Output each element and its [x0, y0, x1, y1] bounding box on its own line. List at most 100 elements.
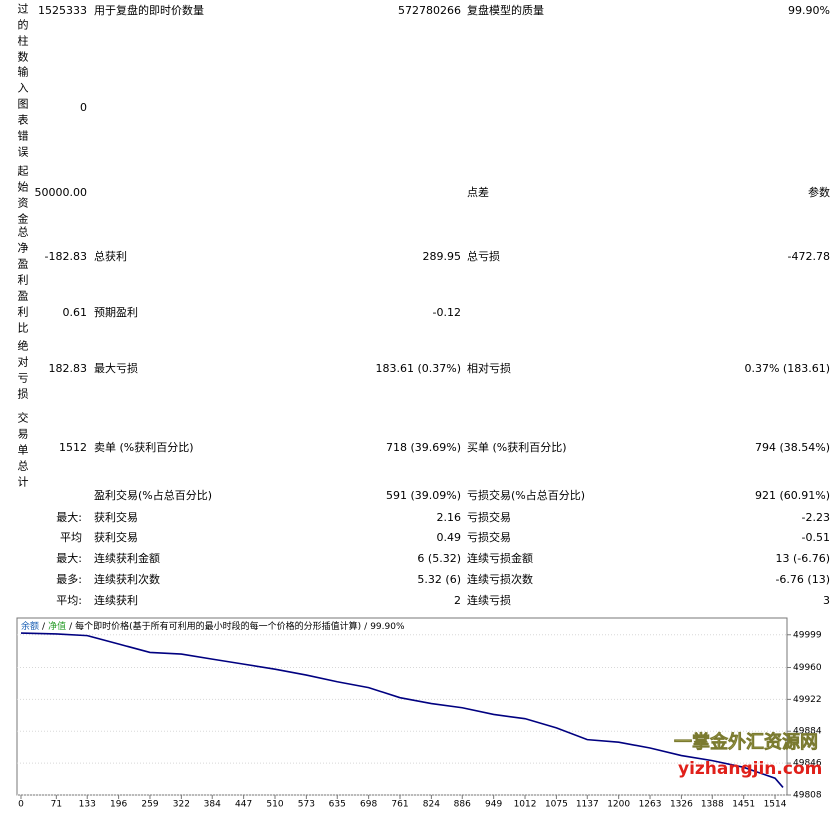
x-tick-label: 886: [454, 800, 471, 810]
row-prefix: 最大:: [56, 511, 82, 524]
value: 3: [823, 594, 830, 607]
value: 0.37% (183.61): [744, 362, 830, 375]
legend-separator: /: [42, 622, 46, 632]
x-tick-label: 573: [298, 800, 315, 810]
label: 相对亏损: [467, 362, 511, 375]
value: -0.51: [801, 531, 830, 544]
label: 连续获利次数: [94, 573, 160, 586]
legend: 余额 / 净值 / 每个即时价格(基于所有可利用的最小时段的每一个价格的分形插值计算) /…: [21, 620, 405, 632]
value: 5.32 (6): [417, 573, 461, 586]
label: 连续获利金额: [94, 552, 160, 565]
watermark-title: 一掌金外汇资源网: [674, 731, 818, 753]
x-tick-label: 635: [329, 800, 346, 810]
legend-separator: /: [69, 622, 73, 632]
x-tick-label: 0: [18, 800, 24, 810]
x-tick-label: 384: [204, 800, 221, 810]
row-prefix: 平均: [60, 531, 82, 544]
label: 总获利: [94, 250, 127, 263]
value: 0: [80, 101, 87, 114]
value: 794 (38.54%): [754, 441, 830, 454]
row-heading: 绝对亏损: [16, 340, 29, 404]
value: 0.49: [436, 531, 462, 544]
row-prefix: 最大:: [56, 552, 82, 565]
x-tick-label: 1075: [545, 800, 568, 810]
x-tick-label: 1200: [607, 800, 630, 810]
value: -182.83: [44, 250, 87, 263]
row-prefix: 最多:: [56, 573, 82, 586]
x-tick-label: 133: [79, 800, 96, 810]
value: 99.90%: [788, 4, 830, 17]
value: 13 (-6.76): [775, 552, 830, 565]
x-tick-label: 1326: [670, 800, 693, 810]
row-prefix: 平均:: [56, 594, 82, 607]
label: 最大亏损: [94, 362, 138, 375]
y-tick-label: 49884: [793, 727, 822, 737]
x-tick-label: 1451: [732, 800, 755, 810]
x-tick-label: 1514: [764, 800, 787, 810]
x-tick-label: 824: [423, 800, 440, 810]
value: 6 (5.32): [417, 552, 461, 565]
label: 预期盈利: [94, 306, 138, 319]
value: 289.95: [422, 250, 462, 263]
value: -472.78: [787, 250, 830, 263]
x-tick-label: 1263: [639, 800, 662, 810]
watermark-url: yizhangjin.com: [678, 759, 822, 779]
label: 连续亏损次数: [467, 573, 533, 586]
value: -2.23: [801, 511, 830, 524]
legend-separator: /: [364, 622, 368, 632]
label: 卖单 (%获利百分比): [94, 441, 194, 454]
x-tick-label: 1388: [701, 800, 724, 810]
label: 亏损交易(%占总百分比): [467, 489, 586, 502]
x-tick-label: 196: [110, 800, 127, 810]
legend-entry: 99.90%: [370, 622, 405, 632]
label: 复盘模型的质量: [467, 4, 544, 17]
x-tick-label: 949: [485, 800, 502, 810]
y-tick-label: 49999: [793, 630, 822, 640]
value: 0.61: [62, 306, 88, 319]
label: 连续获利: [94, 594, 138, 607]
y-tick-label: 49808: [793, 791, 822, 801]
label: 买单 (%获利百分比): [467, 441, 567, 454]
value: 182.83: [48, 362, 88, 375]
value: 参数: [808, 186, 830, 199]
label: 总亏损: [467, 250, 500, 263]
x-tick-label: 510: [266, 800, 283, 810]
value: 1525333: [38, 4, 87, 17]
row-heading: 盈利比: [16, 290, 29, 338]
value: -0.12: [432, 306, 461, 319]
x-tick-label: 1012: [514, 800, 537, 810]
x-tick-label: 447: [235, 800, 252, 810]
label: 亏损交易: [467, 511, 511, 524]
row-heading: 输入图表错误: [16, 66, 29, 162]
value: 183.61 (0.37%): [375, 362, 461, 375]
legend-entry: 净值: [48, 620, 66, 632]
label: 用于复盘的即时价数量: [94, 4, 204, 17]
label: 盈利交易(%占总百分比): [94, 489, 213, 502]
label: 亏损交易: [467, 531, 511, 544]
y-tick-label: 49922: [793, 695, 822, 705]
value: 50000.00: [34, 186, 88, 199]
x-tick-label: 259: [141, 800, 158, 810]
legend-entry: 每个即时价格(基于所有可利用的最小时段的每一个价格的分形插值计算): [75, 620, 361, 632]
row-heading: 交易单总计: [16, 412, 29, 492]
value: -6.76 (13): [775, 573, 830, 586]
label: 连续亏损金额: [467, 552, 533, 565]
label: 点差: [467, 186, 489, 199]
label: 获利交易: [94, 531, 138, 544]
x-tick-label: 761: [391, 800, 408, 810]
row-heading: 起始资金: [16, 165, 29, 229]
value: 921 (60.91%): [754, 489, 830, 502]
value: 2.16: [436, 511, 462, 524]
x-tick-label: 71: [51, 800, 62, 810]
value: 1512: [59, 441, 87, 454]
value: 718 (39.69%): [385, 441, 461, 454]
x-tick-label: 698: [360, 800, 377, 810]
row-heading: 过的柱数: [16, 3, 29, 67]
plot-area: [16, 617, 788, 796]
x-tick-label: 322: [173, 800, 190, 810]
x-tick-label: 1137: [576, 800, 599, 810]
equity-line: [20, 632, 784, 788]
label: 获利交易: [94, 511, 138, 524]
